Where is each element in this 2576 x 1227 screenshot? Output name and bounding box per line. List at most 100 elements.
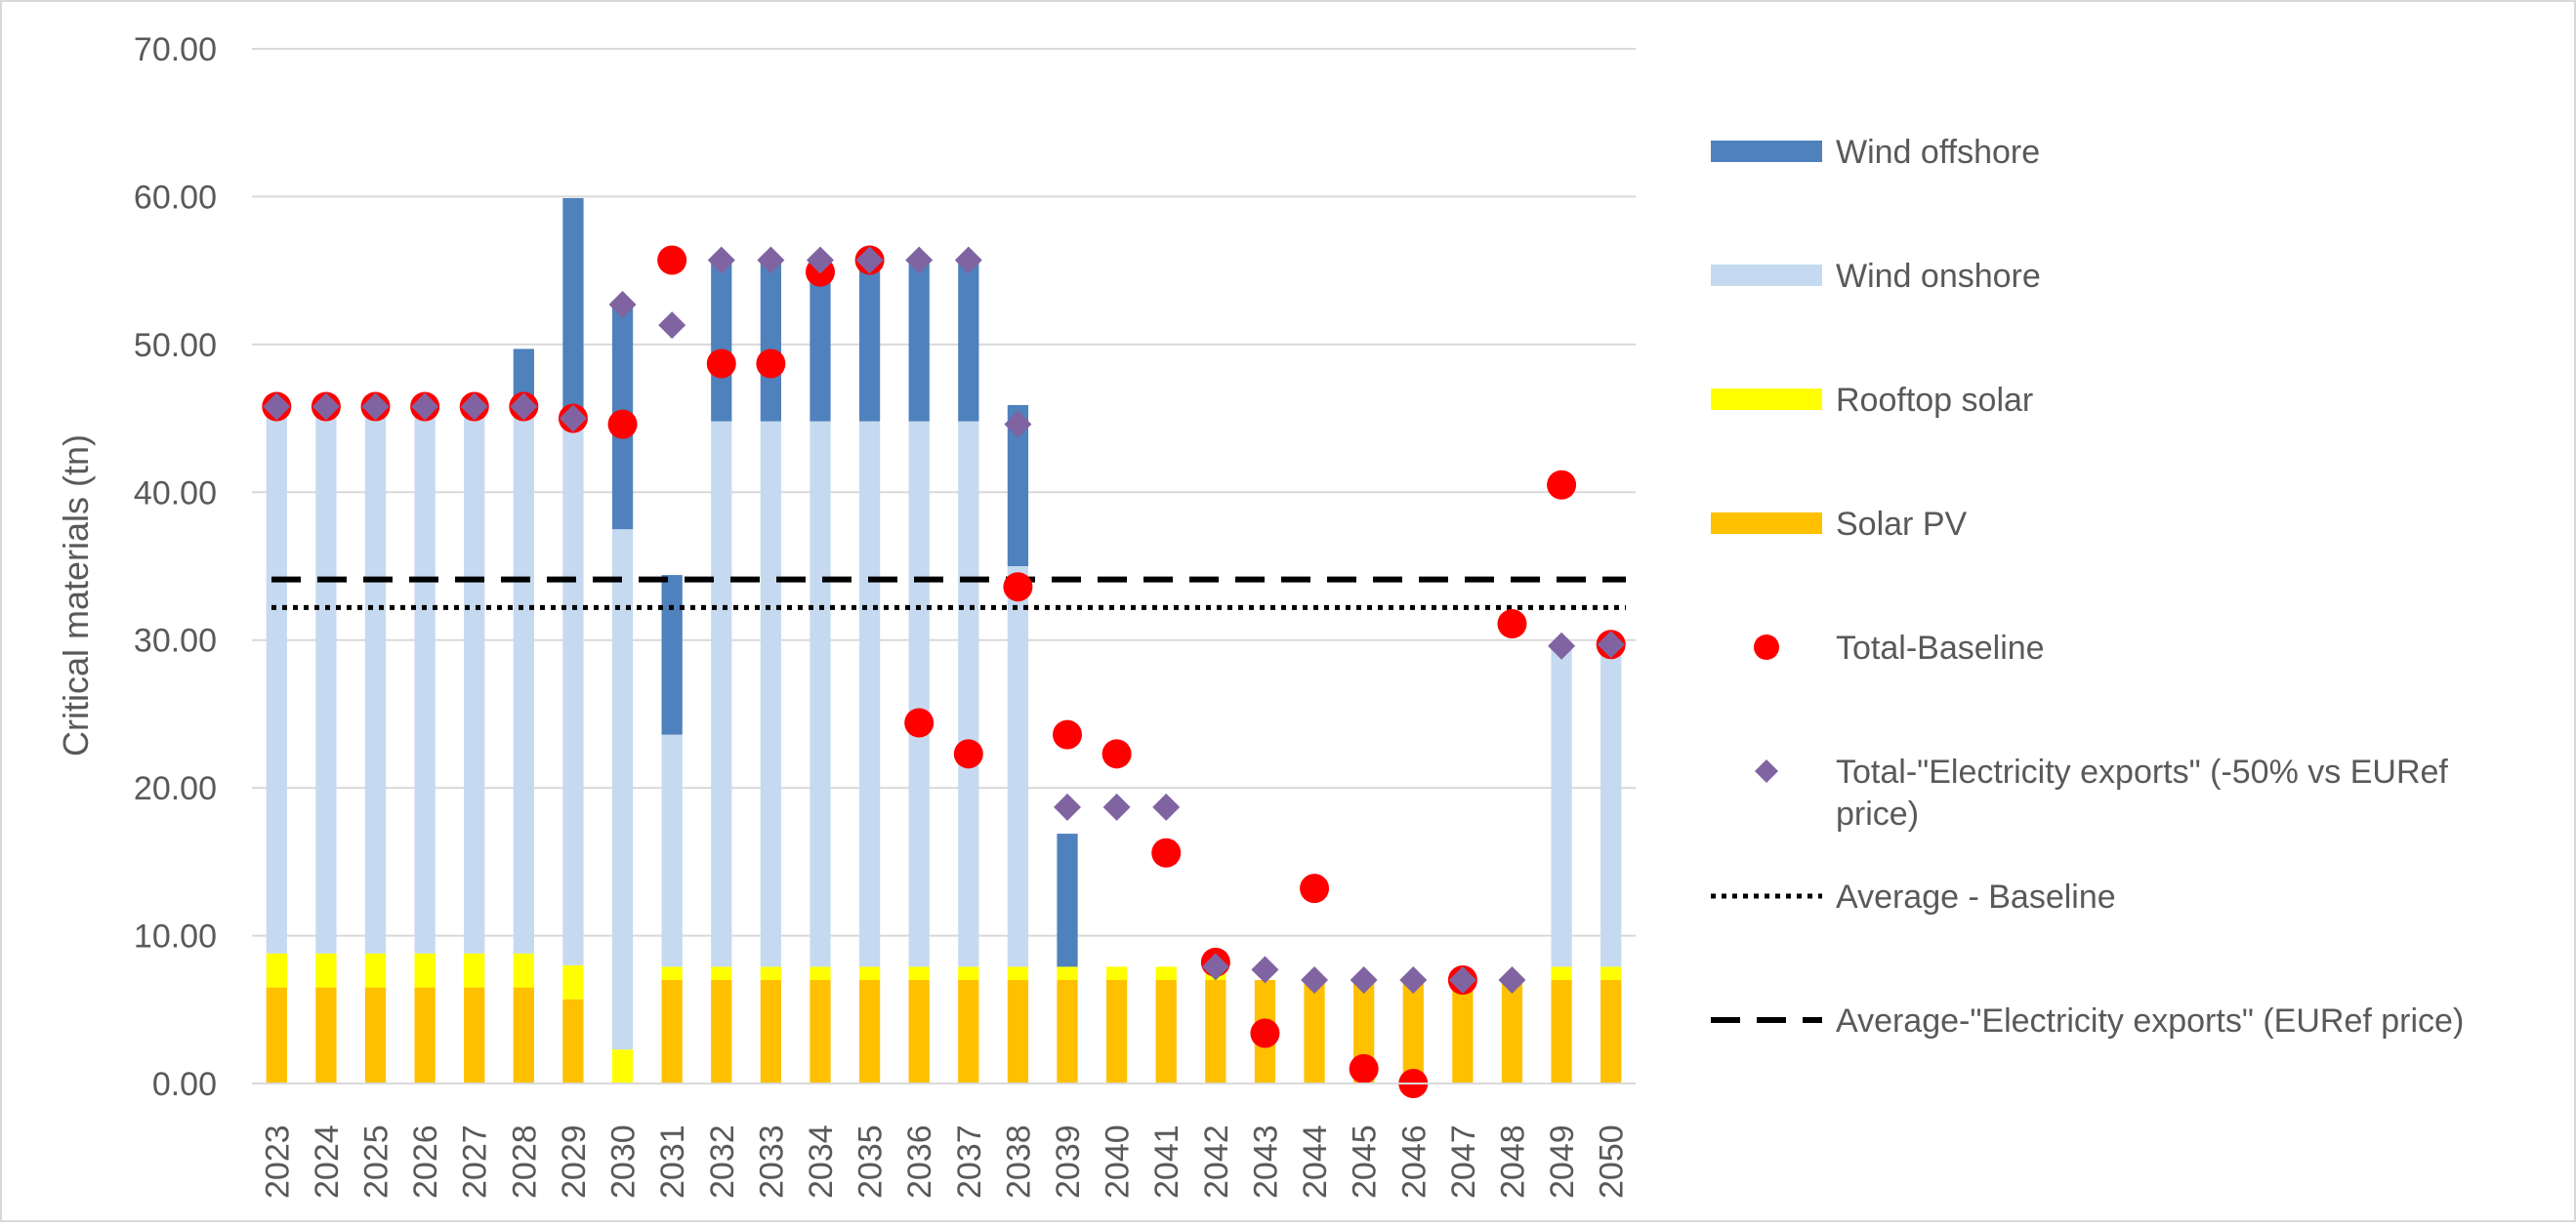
baseline-point <box>904 708 935 738</box>
exports-point <box>1448 966 1476 994</box>
bar-segment <box>711 260 732 422</box>
x-tick-label: 2043 <box>1247 1125 1284 1199</box>
y-tick-label: 60.00 <box>134 179 217 216</box>
exports-point <box>954 246 982 274</box>
bar-segment <box>1205 980 1226 1084</box>
exports-point <box>1102 793 1131 821</box>
legend-label-line2: price) <box>1836 796 1919 833</box>
x-tick-label: 2029 <box>556 1125 593 1199</box>
bar-segment <box>810 980 831 1084</box>
bar-segment <box>1402 980 1424 1084</box>
bar-segment <box>1600 980 1622 1084</box>
bar-segment <box>513 987 534 1084</box>
bar-segment <box>810 260 831 422</box>
exports-point <box>658 311 686 340</box>
bar-segment <box>1155 966 1177 980</box>
bar-segment <box>908 421 930 967</box>
bar-segment <box>958 260 979 422</box>
exports-point <box>510 392 538 421</box>
reference-lines-layer <box>271 576 1626 610</box>
exports-point <box>460 392 488 421</box>
bar-segment <box>908 980 930 1084</box>
bar-segment <box>661 980 683 1084</box>
x-tick-label: 2032 <box>704 1125 741 1199</box>
bar-segment <box>562 418 584 965</box>
x-tick-label: 2035 <box>852 1125 890 1199</box>
bar-segment <box>711 980 732 1084</box>
exports-point <box>559 404 587 432</box>
x-tick-label: 2026 <box>407 1125 444 1199</box>
bar-segment <box>760 421 782 967</box>
exports-point <box>312 392 340 421</box>
bar-segment <box>611 529 634 1050</box>
x-tick-label: 2036 <box>901 1125 938 1199</box>
x-tick-label: 2041 <box>1148 1125 1185 1199</box>
x-tick-label: 2049 <box>1544 1125 1581 1199</box>
legend-swatch <box>1711 265 1822 286</box>
bar-segment <box>1452 980 1474 1084</box>
legend-label: Average-"Electricity exports" (EURef pri… <box>1836 1002 2464 1040</box>
bar-segment <box>414 953 436 988</box>
baseline-point <box>756 348 786 379</box>
y-tick-label: 40.00 <box>134 474 217 511</box>
bar-segment <box>562 999 584 1084</box>
y-tick-label: 10.00 <box>134 919 217 956</box>
baseline-point <box>1349 1053 1379 1084</box>
x-tick-label: 2039 <box>1050 1125 1087 1199</box>
bar-segment <box>315 987 337 1084</box>
bar-segment <box>1007 404 1029 566</box>
bar-segment <box>1501 980 1523 1084</box>
bars-layer <box>266 197 1622 1084</box>
legend-label: Total-"Electricity exports" (-50% vs EUR… <box>1836 754 2448 791</box>
bar-segment <box>1057 980 1078 1084</box>
y-axis-label: Critical materials (tn) <box>56 434 96 757</box>
x-tick-label: 2027 <box>457 1125 494 1199</box>
y-tick-label: 30.00 <box>134 623 217 660</box>
baseline-point <box>1250 1018 1280 1048</box>
bar-segment <box>364 953 387 988</box>
x-tick-label: 2048 <box>1494 1125 1531 1199</box>
x-tick-label: 2024 <box>309 1125 346 1199</box>
bar-segment <box>315 406 337 954</box>
exports-point <box>1201 953 1229 981</box>
bar-segment <box>958 966 979 980</box>
legend-swatch <box>1711 512 1822 534</box>
bar-segment <box>1007 566 1029 967</box>
exports-point <box>1301 966 1329 994</box>
baseline-point <box>1003 572 1033 602</box>
exports-point <box>707 246 735 274</box>
exports-point <box>263 392 291 421</box>
legend-item: Average-"Electricity exports" (EURef pri… <box>1711 1002 2464 1040</box>
y-tick-label: 20.00 <box>134 770 217 807</box>
bar-segment <box>464 406 485 954</box>
bar-segment <box>1007 980 1029 1084</box>
exports-point <box>1597 631 1625 659</box>
x-tick-label: 2025 <box>358 1125 395 1199</box>
baseline-point <box>1053 719 1083 750</box>
x-tick-label: 2028 <box>506 1125 543 1199</box>
x-tick-label: 2034 <box>803 1125 840 1199</box>
bar-segment <box>760 966 782 980</box>
exports-point <box>1399 966 1428 994</box>
bar-segment <box>414 987 436 1084</box>
legend-item: Average - Baseline <box>1711 879 2116 916</box>
legend-label: Average - Baseline <box>1836 879 2116 916</box>
bar-segment <box>1551 980 1572 1084</box>
bar-segment <box>611 1049 634 1084</box>
baseline-point <box>953 739 983 769</box>
exports-point <box>855 246 884 274</box>
x-tick-label: 2030 <box>605 1125 643 1199</box>
bar-segment <box>464 953 485 988</box>
legend-label: Solar PV <box>1836 506 1967 543</box>
legend-item: Wind onshore <box>1711 258 2041 295</box>
exports-point <box>1251 956 1279 984</box>
baseline-point <box>1497 609 1527 639</box>
bar-segment <box>661 966 683 980</box>
y-tick-label: 50.00 <box>134 327 217 364</box>
bar-segment <box>1007 966 1029 980</box>
x-tick-label: 2023 <box>259 1125 296 1199</box>
baseline-point <box>607 409 638 439</box>
bar-segment <box>711 966 732 980</box>
x-tick-label: 2046 <box>1395 1125 1433 1199</box>
